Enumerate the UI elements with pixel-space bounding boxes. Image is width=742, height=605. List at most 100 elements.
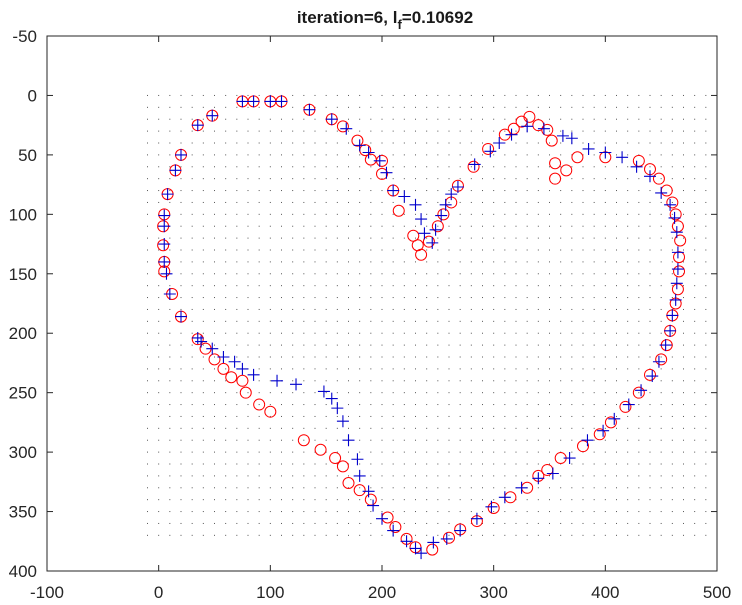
background-dot <box>180 356 182 358</box>
background-dot <box>683 404 684 406</box>
background-dot <box>314 368 316 370</box>
background-dot <box>593 225 595 227</box>
background-dot <box>448 142 450 144</box>
background-dot <box>180 130 182 132</box>
background-dot <box>694 368 696 370</box>
background-dot <box>582 273 584 275</box>
background-dot <box>314 332 316 334</box>
background-dot <box>225 380 227 382</box>
background-dot <box>671 261 673 263</box>
plus-point <box>537 122 550 135</box>
plus-point <box>331 402 344 415</box>
background-dot <box>426 249 428 251</box>
background-dot <box>549 332 550 334</box>
background-dot <box>392 130 394 132</box>
background-dot <box>314 404 316 406</box>
background-dot <box>370 297 372 299</box>
background-dot <box>314 356 316 358</box>
circle-point <box>297 434 310 447</box>
background-dot <box>147 511 148 513</box>
background-dot <box>314 130 316 132</box>
background-dot <box>515 439 517 441</box>
background-dot <box>526 368 528 370</box>
background-dot <box>147 94 148 96</box>
background-dot <box>604 511 606 513</box>
background-dot <box>169 94 171 96</box>
background-dot <box>604 285 606 287</box>
background-dot <box>325 249 327 251</box>
background-dot <box>448 415 450 417</box>
plus-point <box>429 223 442 236</box>
background-dot <box>705 261 707 263</box>
background-dot <box>571 249 573 251</box>
background-dot <box>191 344 193 346</box>
background-dot <box>694 285 696 287</box>
background-dot <box>515 261 517 263</box>
background-dot <box>370 511 372 513</box>
background-dot <box>314 439 316 441</box>
background-dot <box>169 439 171 441</box>
background-dot <box>236 190 238 192</box>
background-dot <box>504 487 506 489</box>
background-dot <box>269 404 271 406</box>
background-dot <box>683 201 684 203</box>
background-dot <box>459 201 461 203</box>
background-dot <box>269 273 271 275</box>
background-dot <box>504 94 506 96</box>
background-dot <box>202 332 204 334</box>
background-dot <box>258 190 260 192</box>
background-dot <box>370 356 372 358</box>
background-dot <box>482 499 483 501</box>
background-dot <box>381 213 383 215</box>
background-dot <box>694 380 696 382</box>
background-dot <box>437 522 439 524</box>
background-dot <box>236 404 238 406</box>
background-dot <box>269 439 271 441</box>
background-dot <box>147 308 148 310</box>
circle-point <box>431 220 444 233</box>
circle-point <box>253 398 266 411</box>
background-dot <box>470 249 472 251</box>
background-dot <box>627 106 629 108</box>
background-dot <box>560 261 562 263</box>
background-dot <box>169 130 171 132</box>
background-dot <box>549 285 550 287</box>
background-dot <box>303 237 305 239</box>
background-dot <box>616 475 617 477</box>
background-dot <box>292 118 294 120</box>
background-dot <box>437 344 439 346</box>
background-dot <box>582 237 584 239</box>
background-dot <box>225 368 227 370</box>
background-dot <box>537 439 539 441</box>
background-dot <box>470 213 472 215</box>
background-dot <box>415 166 416 168</box>
background-dot <box>158 285 160 287</box>
plus-point <box>247 95 260 108</box>
background-dot <box>426 475 428 477</box>
background-dot <box>381 380 383 382</box>
background-dot <box>683 142 684 144</box>
background-dot <box>459 178 461 180</box>
background-dot <box>694 332 696 334</box>
background-dot <box>604 380 606 382</box>
background-dot <box>437 166 439 168</box>
background-dot <box>269 427 271 429</box>
background-dot <box>604 106 606 108</box>
background-dot <box>593 261 595 263</box>
background-dot <box>336 297 338 299</box>
background-dot <box>247 415 249 417</box>
background-dot <box>616 439 617 441</box>
background-dot <box>225 130 227 132</box>
background-dot <box>560 285 562 287</box>
background-dot <box>392 427 394 429</box>
background-dot <box>683 297 684 299</box>
background-dot <box>459 261 461 263</box>
background-dot <box>694 94 696 96</box>
background-dot <box>705 154 707 156</box>
background-dot <box>694 451 696 453</box>
plus-point <box>505 128 518 141</box>
background-dot <box>370 225 372 227</box>
background-dot <box>325 499 327 501</box>
background-dot <box>694 273 696 275</box>
background-dot <box>214 249 215 251</box>
